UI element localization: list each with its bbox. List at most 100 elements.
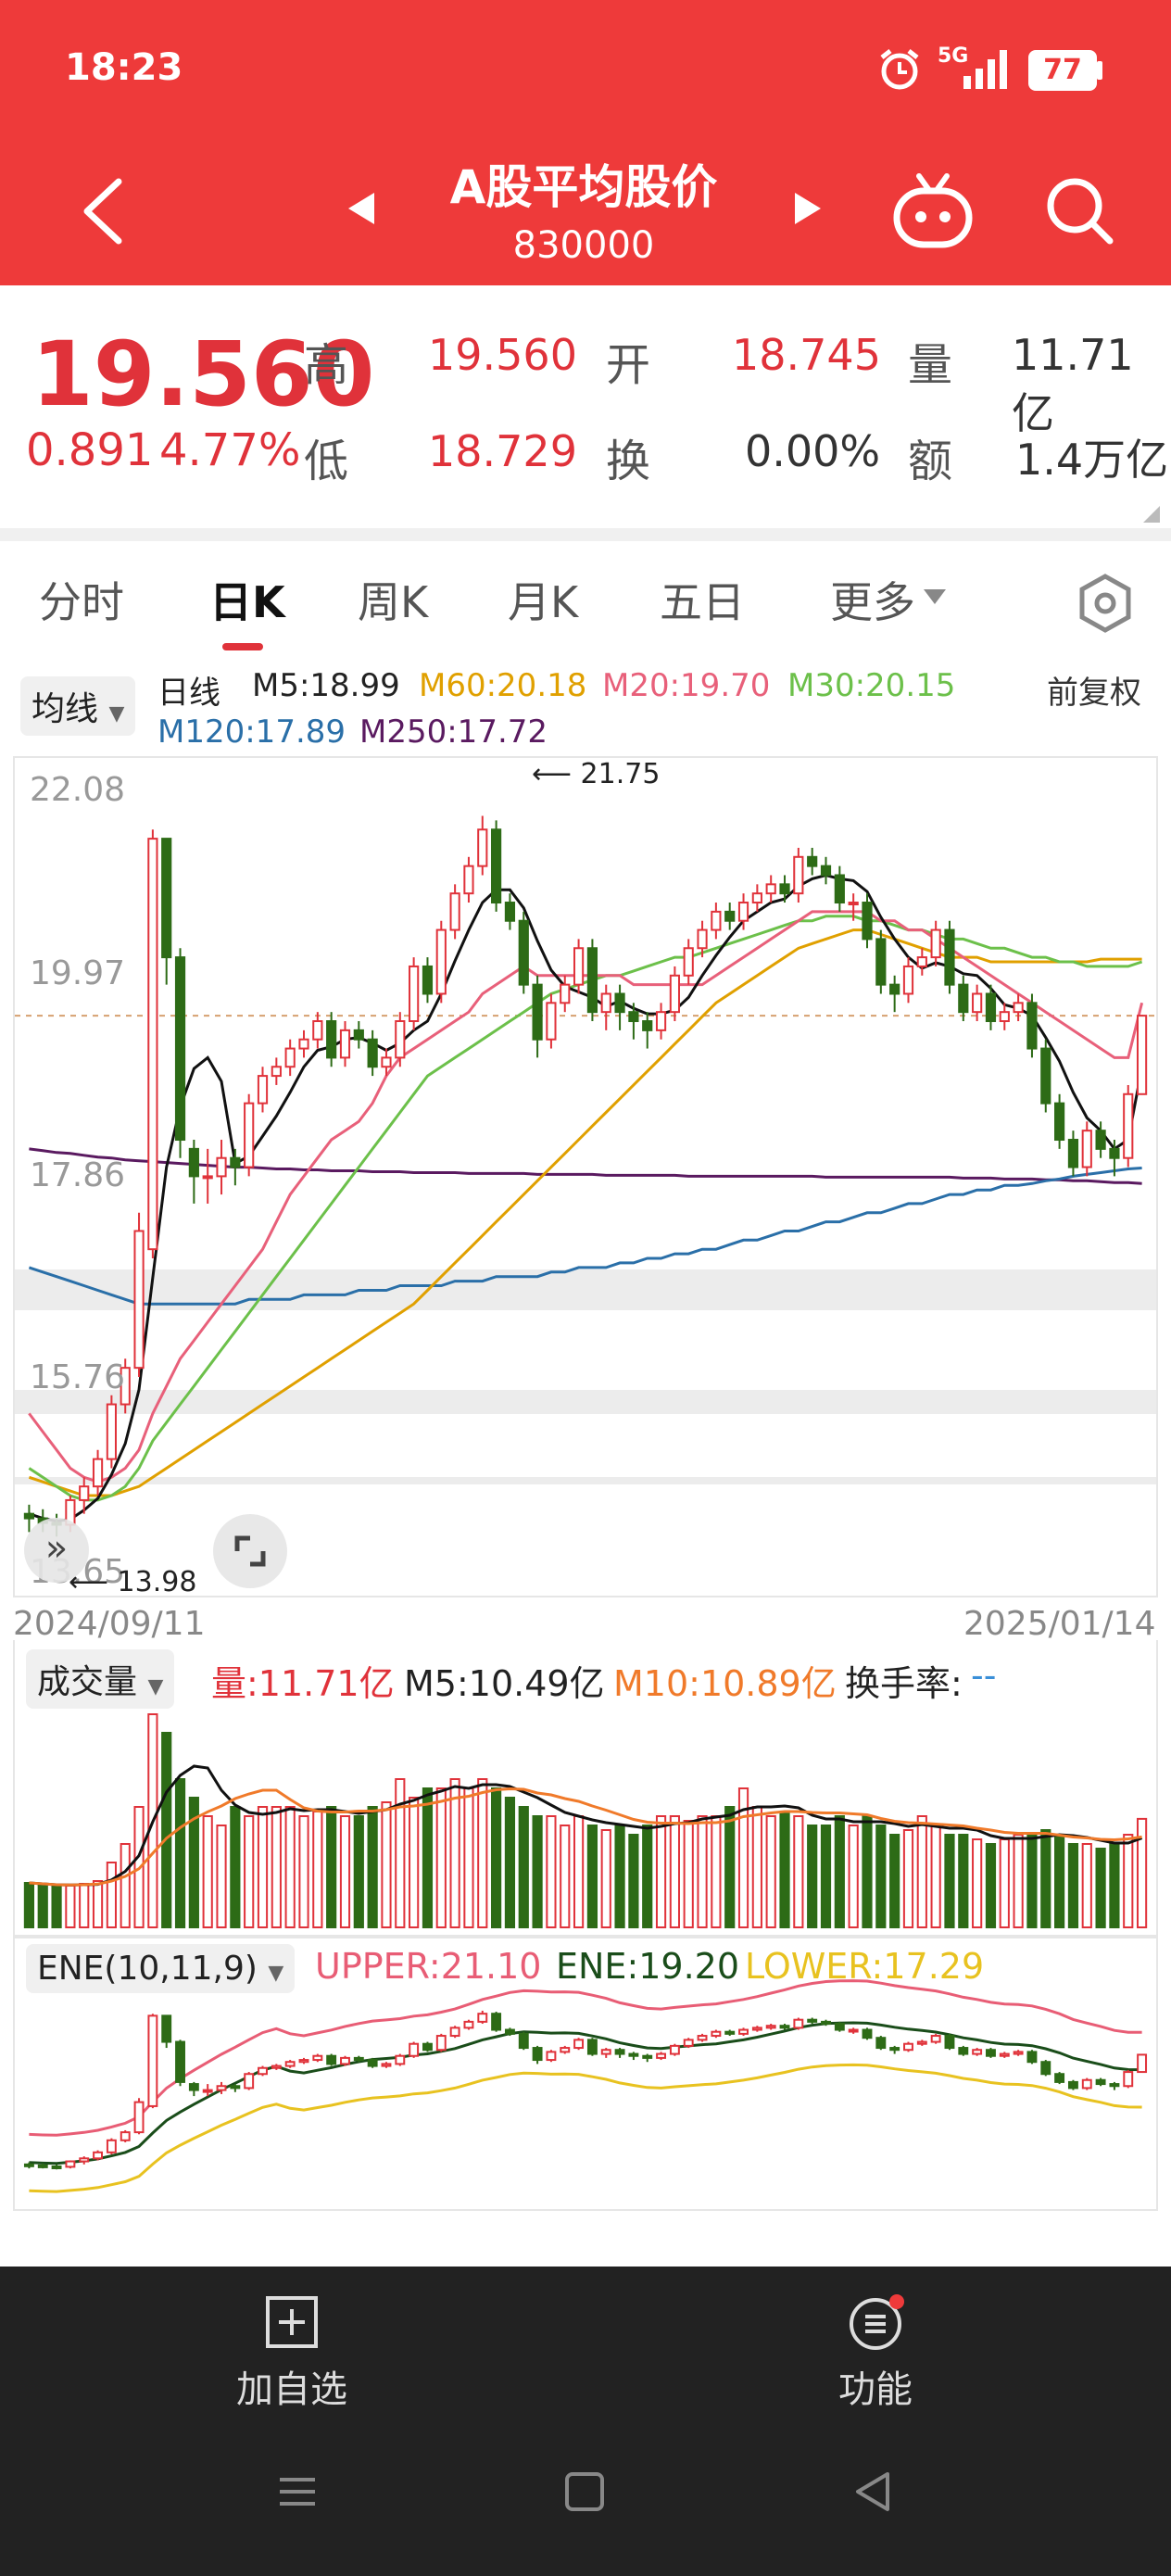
candle (1067, 1139, 1079, 1168)
ene-candle (106, 2139, 117, 2153)
volume-bar (958, 1834, 969, 1928)
ene-mid: ENE:19.20 (556, 1946, 740, 1987)
candle (724, 910, 736, 922)
add-watchlist-button[interactable]: 加自选 (232, 2294, 352, 2413)
candle (257, 1075, 269, 1105)
candle (711, 910, 722, 931)
tab-five-day[interactable]: 五日 (660, 577, 745, 627)
back-nav-icon[interactable] (850, 2469, 897, 2515)
home-icon[interactable] (561, 2469, 608, 2515)
volume-ma5-line (29, 1764, 1143, 1887)
ene-candle (230, 2085, 241, 2090)
ma-line-m120 (28, 1167, 1142, 1306)
search-icon[interactable] (1043, 174, 1117, 248)
ene-candle (600, 2049, 611, 2055)
candle (655, 1011, 667, 1031)
volume-bar (889, 1834, 900, 1928)
next-stock-icon[interactable] (789, 185, 826, 232)
volume-bar (1081, 1843, 1092, 1928)
ma-m20-label: M20:19.70 (602, 667, 771, 704)
chevron-down-icon: ▼ (147, 1675, 164, 1698)
ene-candle (79, 2157, 90, 2163)
candle (106, 1403, 117, 1460)
y-tick-3: 17.86 (30, 1156, 126, 1194)
candle (161, 838, 172, 959)
volume-bar (1136, 1817, 1148, 1928)
volume-bar (1013, 1834, 1024, 1928)
back-icon[interactable] (74, 174, 130, 248)
candle (916, 956, 927, 967)
adjust-mode[interactable]: 前复权 (1047, 675, 1141, 712)
more-dropdown-icon[interactable] (921, 584, 949, 612)
y-tick-4: 15.76 (30, 1358, 126, 1396)
kline-chart[interactable]: 22.08 19.97 17.86 15.76 13.65 ⟵ 21.75 ⟵ … (13, 756, 1158, 1598)
candle (367, 1038, 378, 1068)
ene-selector[interactable]: ENE(10,11,9) ▼ (26, 1944, 296, 1993)
ene-candle (161, 2014, 172, 2043)
volume-bar (339, 1815, 351, 1928)
tab-more[interactable]: 更多 (830, 577, 915, 627)
volume-bar (586, 1825, 598, 1928)
volume-bar (51, 1886, 62, 1928)
volume-bar (65, 1885, 76, 1928)
expand-corner-icon[interactable] (1141, 504, 1162, 524)
signal-icon (963, 50, 1007, 89)
ene-lower-line (29, 2063, 1142, 2193)
volume-bar (174, 1778, 186, 1928)
add-watchlist-label: 加自选 (236, 2368, 347, 2411)
candle (284, 1047, 296, 1068)
ene-candle (573, 2039, 585, 2050)
ene-candle (683, 2039, 694, 2047)
volume-bar (353, 1815, 364, 1928)
volume-bar (546, 1815, 557, 1928)
date-start: 2024/09/11 (13, 1605, 206, 1643)
ma-selector[interactable]: 均线 ▼ (20, 676, 136, 736)
ma-m30-label: M30:20.15 (787, 667, 956, 704)
bottom-bar: 加自选 功能 (0, 2267, 1171, 2576)
open-value: 18.745 (732, 330, 881, 380)
candle (491, 828, 502, 904)
stock-title-block[interactable]: A股平均股价 830000 (334, 150, 834, 267)
kline-chart-svg (15, 815, 1156, 1537)
candle (697, 928, 708, 950)
ene-candle (711, 2030, 722, 2038)
tab-daily-k[interactable]: 日K (209, 577, 285, 627)
candle (409, 965, 420, 1023)
tab-weekly-k[interactable]: 周K (358, 577, 429, 627)
turnover-rate-value: -- (971, 1655, 997, 1696)
candle (985, 992, 997, 1023)
candle (642, 1020, 653, 1031)
recent-apps-icon[interactable] (274, 2469, 321, 2515)
ene-candle (409, 2042, 420, 2057)
settings-hex-icon[interactable] (1075, 573, 1136, 634)
open-label: 开 (606, 339, 651, 391)
prev-stock-icon[interactable] (343, 185, 380, 232)
tab-intraday[interactable]: 分时 (39, 577, 124, 627)
candle (79, 1485, 90, 1501)
candle (546, 1002, 557, 1041)
ene-candle (848, 2028, 859, 2033)
ma-m5-label: M5:18.99 (252, 667, 400, 704)
volume-bar (614, 1825, 625, 1928)
price-change-pct: 4.77% (159, 424, 301, 476)
ene-candle (312, 2054, 323, 2062)
volume-chart[interactable] (13, 1640, 1158, 1937)
date-end: 2025/01/14 (963, 1605, 1156, 1643)
candle (188, 1147, 199, 1178)
fullscreen-icon[interactable] (213, 1514, 287, 1588)
robot-assistant-icon[interactable] (891, 169, 975, 252)
volume-bar (930, 1825, 941, 1928)
amount-value: 1.4万亿 (1015, 435, 1169, 485)
functions-button[interactable]: 功能 (815, 2294, 936, 2413)
ene-candle (51, 2165, 62, 2169)
candle (958, 983, 969, 1014)
turnover-value: 0.00% (745, 426, 881, 476)
candle (875, 938, 887, 986)
ene-candle (1123, 2071, 1134, 2088)
volume-selector[interactable]: 成交量 ▼ (26, 1649, 175, 1709)
ene-chart[interactable] (13, 1937, 1158, 2211)
fast-forward-icon[interactable]: » (24, 1518, 89, 1583)
candle (669, 974, 680, 1014)
tab-monthly-k[interactable]: 月K (508, 577, 579, 627)
volume-bar (1067, 1843, 1079, 1928)
